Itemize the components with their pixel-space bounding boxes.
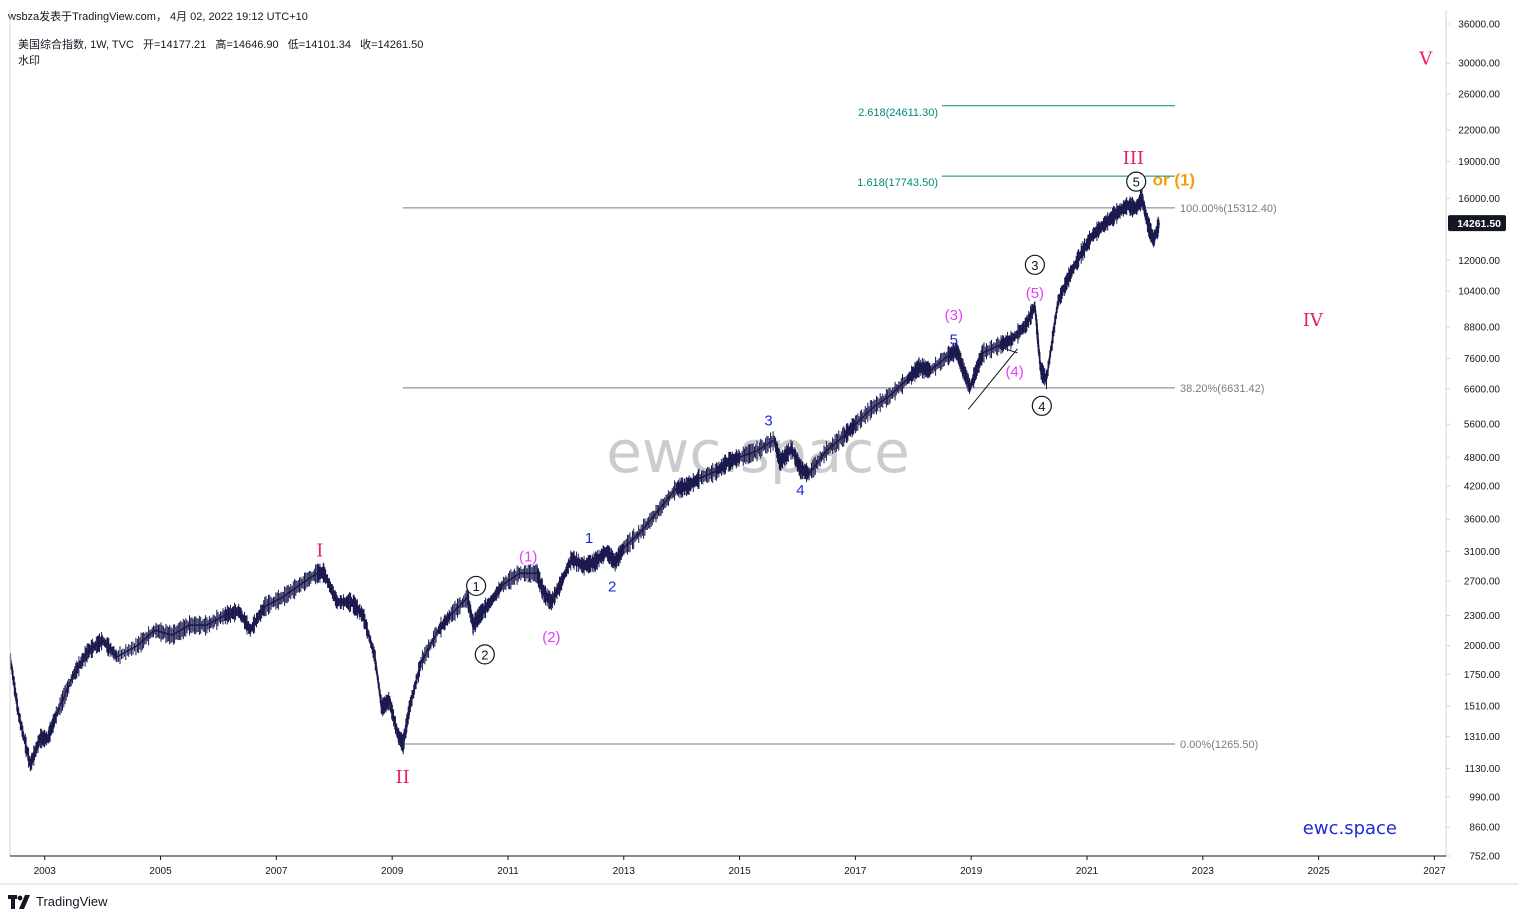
wave-label: II [395, 767, 409, 788]
y-tick-label: 1510.00 [1464, 702, 1501, 713]
wave-label: 2 [481, 647, 488, 662]
y-tick-label: 4200.00 [1464, 482, 1501, 493]
fib-level-label: 1.618(17743.50) [857, 177, 938, 189]
y-tick-label: 2000.00 [1464, 641, 1501, 652]
high-label: 高 [215, 39, 227, 51]
fib-level-label: 38.20%(6631.42) [1180, 383, 1264, 395]
ohlc-legend: 美国综合指数, 1W, TVC 开=14177.21 高=14646.90 低=… [18, 36, 423, 52]
fib-level-label: 2.618(24611.30) [858, 107, 938, 119]
x-tick-label: 2007 [265, 866, 288, 877]
wedge-lower-line[interactable] [967, 348, 1018, 410]
wave-label: 5 [950, 332, 958, 349]
x-tick-label: 2015 [728, 866, 751, 877]
y-tick-label: 2700.00 [1464, 577, 1501, 588]
wave-label: V [1418, 49, 1433, 70]
price-weekly-bars [9, 189, 1160, 772]
tradingview-logo[interactable]: TradingView [8, 894, 108, 909]
x-tick-label: 2005 [149, 866, 172, 877]
wave-label: 1 [473, 579, 480, 594]
high-value: =14646.90 [226, 39, 279, 51]
watermark-center: ewc.space [606, 418, 910, 486]
wave-label: I [316, 540, 323, 561]
wedge-upper-line[interactable] [997, 345, 1018, 354]
wave-label: 3 [1031, 258, 1038, 273]
wave-label-circle [466, 575, 487, 597]
trendline-group [967, 345, 1018, 410]
close-value: =14261.50 [371, 39, 424, 51]
y-tick-label: 26000.00 [1458, 89, 1500, 100]
wave-label: (4) [1005, 364, 1023, 381]
wave-label: 4 [796, 482, 804, 499]
wave-label: 1 [585, 530, 593, 547]
y-tick-label: 10400.00 [1458, 287, 1500, 298]
y-tick-label: 1310.00 [1464, 732, 1501, 743]
y-tick-label: 1130.00 [1465, 764, 1501, 775]
tradingview-brand: TradingView [36, 894, 108, 909]
wave-label: III [1123, 148, 1144, 169]
publish-info: wsbza发表于TradingView.com， 4月 02, 2022 19:… [8, 11, 308, 23]
y-tick-label: 36000.00 [1458, 20, 1500, 31]
open-label: 开 [142, 39, 154, 51]
y-tick-label: 3100.00 [1464, 547, 1501, 558]
wave-label: (1) [519, 548, 537, 565]
close-label: 收 [360, 39, 372, 51]
y-tick-label: 7600.00 [1464, 354, 1501, 365]
x-tick-label: 2023 [1192, 866, 1215, 877]
wave-label: 2 [608, 579, 616, 596]
price-series-line[interactable] [9, 196, 1161, 766]
last-price-label: 14261.50 [1457, 218, 1501, 230]
x-tick-label: 2017 [844, 866, 867, 877]
wave-label: IV [1303, 310, 1324, 331]
price-group [9, 189, 1161, 772]
open-value: =14177.21 [153, 39, 207, 51]
tradingview-logo-icon [8, 894, 30, 909]
y-tick-label: 752.00 [1469, 852, 1500, 863]
y-tick-label: 860.00 [1469, 823, 1500, 834]
y-tick-label: 22000.00 [1458, 125, 1500, 136]
fib-level-label: 0.00%(1265.50) [1180, 739, 1258, 751]
wave-label-circle [474, 644, 495, 665]
x-tick-label: 2011 [497, 866, 519, 877]
y-tick-label: 2300.00 [1464, 611, 1501, 622]
wave-label: (2) [542, 629, 560, 646]
x-tick-label: 2027 [1423, 866, 1446, 877]
symbol-label: 美国综合指数, 1W, TVC [18, 39, 134, 51]
x-tick-label: 2025 [1307, 866, 1330, 877]
x-tick-label: 2003 [34, 866, 57, 877]
y-tick-label: 16000.00 [1458, 194, 1500, 205]
wave-label: 5 [1133, 175, 1140, 190]
x-tick-label: 2021 [1076, 866, 1099, 877]
y-tick-label: 990.00 [1469, 792, 1500, 803]
watermark-corner: ewc.space [1303, 818, 1397, 839]
x-tick-label: 2013 [613, 866, 636, 877]
wave-label: (5) [1026, 285, 1044, 302]
y-tick-label: 19000.00 [1458, 157, 1500, 168]
y-tick-label: 30000.00 [1458, 59, 1500, 70]
wave-label: 3 [764, 412, 772, 429]
y-tick-label: 5600.00 [1464, 420, 1501, 431]
y-tick-label: 4800.00 [1464, 453, 1501, 464]
wave-label-circle [1024, 254, 1045, 275]
wave-label: 4 [1038, 399, 1045, 414]
y-tick-label: 1750.00 [1464, 670, 1501, 681]
y-tick-label: 12000.00 [1458, 256, 1500, 267]
wave-label-circle [1126, 171, 1147, 192]
y-tick-label: 8800.00 [1464, 322, 1501, 333]
fib-level-label: 100.00%(15312.40) [1180, 203, 1277, 215]
wave-label: or (1) [1153, 170, 1196, 189]
low-label: 低 [287, 39, 299, 51]
y-tick-label: 3600.00 [1464, 515, 1501, 526]
axes-group: 36000.0030000.0026000.0022000.0019000.00… [0, 10, 1519, 885]
watermark-indicator-label: 水印 [18, 55, 40, 67]
wave-label-circle [1031, 395, 1052, 416]
x-tick-label: 2019 [960, 866, 983, 877]
y-tick-label: 6600.00 [1464, 384, 1501, 395]
last-price-tag [1448, 215, 1506, 232]
wave-label: (3) [945, 307, 963, 324]
low-value: =14101.34 [298, 39, 352, 51]
x-tick-label: 2009 [381, 866, 404, 877]
